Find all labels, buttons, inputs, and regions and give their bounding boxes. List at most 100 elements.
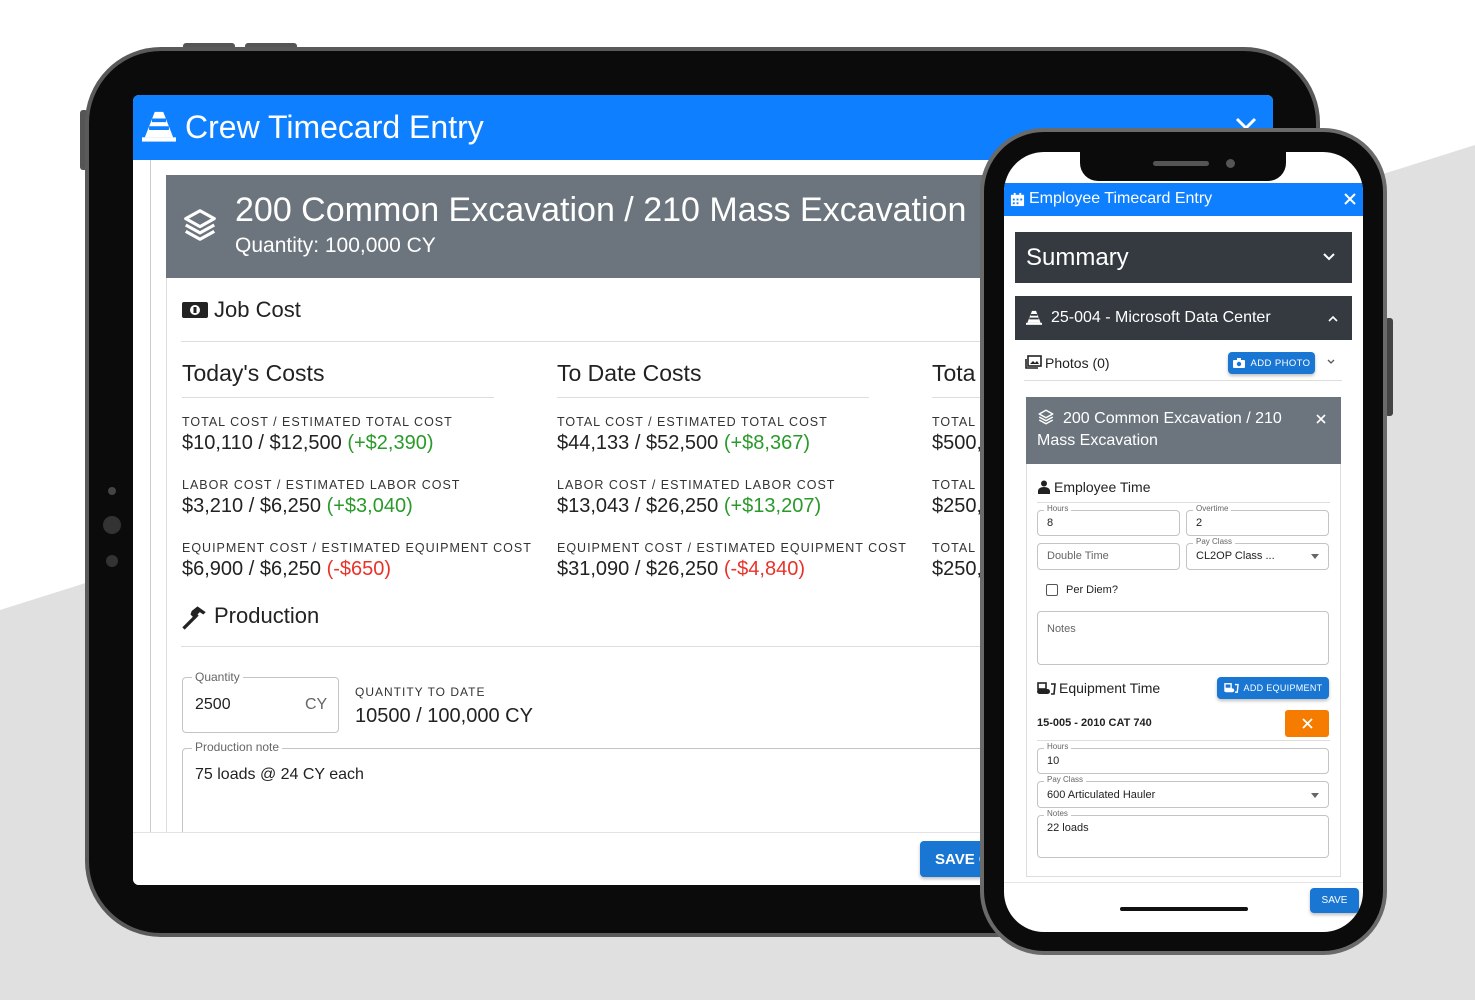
input-value: 2 [1196, 517, 1203, 529]
hours-input[interactable] [1037, 510, 1180, 536]
person-icon [1038, 480, 1050, 494]
app-title: Crew Timecard Entry [185, 109, 484, 145]
title-text: 200 Common Excavation / 210 Mass Excavat… [1037, 410, 1282, 449]
cost-label: TOTAL COST / ESTIMATED TOTAL COST [182, 415, 453, 429]
cost-value: $31,090 / $26,250 [557, 558, 719, 580]
cost-value: $13,043 / $26,250 [557, 495, 719, 517]
remove-equipment-button[interactable] [1285, 710, 1329, 737]
input-label: Pay Class [1044, 775, 1087, 784]
quantity-input[interactable] [182, 677, 339, 733]
input-label: Overtime [1193, 504, 1232, 513]
bulldozer-icon [1223, 683, 1239, 693]
column-underline [557, 397, 869, 398]
cost-value: $6,900 / $6,250 [182, 558, 322, 580]
cost-label: TOTAL [932, 415, 977, 429]
cost-code-quantity: Quantity: 100,000 CY [235, 234, 436, 257]
cost-value-line: $31,090 / $26,250 (-$4,840) [557, 558, 805, 581]
cost-label: TOTAL COST / ESTIMATED TOTAL COST [557, 415, 828, 429]
app-title: Employee Timecard Entry [1029, 190, 1213, 207]
project-title: 25-004 - Microsoft Data Center [1051, 309, 1271, 326]
divider [181, 341, 1181, 342]
input-value: 2500 [195, 696, 231, 713]
chevron [1323, 253, 1335, 261]
summary-title: Summary [1026, 244, 1129, 271]
cost-difference: (+$8,367) [723, 432, 810, 454]
cost-value-line: $500, [932, 432, 982, 455]
layers-icon [184, 209, 216, 241]
footer-divider [1004, 882, 1363, 883]
cost-value: $250, [932, 558, 983, 580]
double-time-input[interactable] [1037, 543, 1180, 570]
cost-value: $500, [932, 432, 983, 454]
cost-value: $3,210 / $6,250 [182, 495, 322, 517]
input-label: Notes [1044, 809, 1071, 818]
camera [1226, 159, 1235, 168]
cost-value-line: $250, [932, 558, 982, 581]
summary-bar[interactable] [1015, 232, 1352, 283]
cost-value: $44,133 / $52,500 [557, 432, 719, 454]
input-label: Quantity [192, 670, 243, 684]
cost-difference: (+$2,390) [347, 432, 434, 454]
field-value: 10500 / 100,000 CY [355, 705, 533, 727]
per-diem-checkbox[interactable] [1046, 584, 1058, 596]
add-photo-button[interactable]: ADD PHOTO [1228, 352, 1315, 374]
cost-value: $250, [932, 495, 983, 517]
calendar-icon [1010, 192, 1025, 207]
overtime-input[interactable] [1186, 510, 1329, 536]
checkbox-label: Per Diem? [1066, 584, 1118, 596]
input-value: 8 [1047, 517, 1054, 529]
cost-difference: (+$3,040) [326, 495, 413, 517]
section-title: Equipment Time [1059, 680, 1161, 696]
cost-code-title: 200 Common Excavation / 210 Mass Excavat… [235, 191, 967, 229]
cost-difference: (-$650) [326, 558, 392, 580]
divider [1037, 740, 1330, 741]
cost-value: $10,110 / $12,500 [182, 432, 342, 454]
project-bar[interactable] [1015, 296, 1352, 340]
button-label: ADD EQUIPMENT [1243, 683, 1323, 693]
add-equipment-button[interactable]: ADD EQUIPMENT [1217, 677, 1329, 699]
close-button[interactable] [1316, 414, 1326, 424]
dropdown-arrow [1311, 793, 1319, 798]
camera-icon [1232, 358, 1245, 368]
cost-label: EQUIPMENT COST / ESTIMATED EQUIPMENT COS… [182, 541, 532, 555]
cost-code-title: 200 Common Excavation / 210 Mass Excavat… [1037, 408, 1307, 452]
save-button[interactable]: SAVE [1310, 888, 1359, 913]
field-label: QUANTITY TO DATE [355, 685, 486, 699]
tablet-sensor [103, 516, 121, 534]
pay-class-select[interactable] [1037, 781, 1329, 808]
notes-input[interactable] [1037, 815, 1329, 858]
select-value: CL2OP Class ... [1196, 550, 1275, 562]
column-underline [182, 397, 494, 398]
chevron [1327, 359, 1335, 364]
cone-icon [142, 111, 176, 142]
button-label: ADD PHOTO [1250, 357, 1311, 369]
column-heading: Tota [932, 360, 976, 386]
input-placeholder: Notes [1047, 623, 1076, 635]
select-value: 600 Articulated Hauler [1047, 789, 1156, 801]
chevron [1328, 315, 1338, 322]
section-title: Production [214, 603, 320, 628]
panel-border [150, 160, 151, 840]
cost-value-line: $250, [932, 495, 982, 518]
cone-icon [1026, 310, 1042, 325]
layers-icon [1038, 409, 1054, 425]
equipment-item: 15-005 - 2010 CAT 740 [1037, 717, 1152, 729]
input-unit: CY [305, 696, 328, 713]
input-placeholder: Double Time [1047, 550, 1109, 562]
tablet-camera [108, 487, 116, 495]
close-button[interactable] [1344, 193, 1356, 205]
cost-label: TOTAL L [932, 478, 989, 492]
home-indicator [1120, 907, 1248, 911]
hours-input[interactable] [1037, 748, 1329, 774]
divider [181, 646, 1181, 647]
section-title: Employee Time [1054, 479, 1151, 495]
column-heading: Today's Costs [182, 360, 325, 386]
cost-difference: (+$13,207) [723, 495, 822, 517]
notes-input[interactable] [1037, 611, 1329, 665]
input-label: Hours [1044, 742, 1072, 751]
bulldozer-icon [1037, 682, 1056, 695]
cost-difference: (-$4,840) [723, 558, 805, 580]
pay-class-select[interactable] [1186, 543, 1329, 570]
cost-label: TOTAL E [932, 541, 990, 555]
